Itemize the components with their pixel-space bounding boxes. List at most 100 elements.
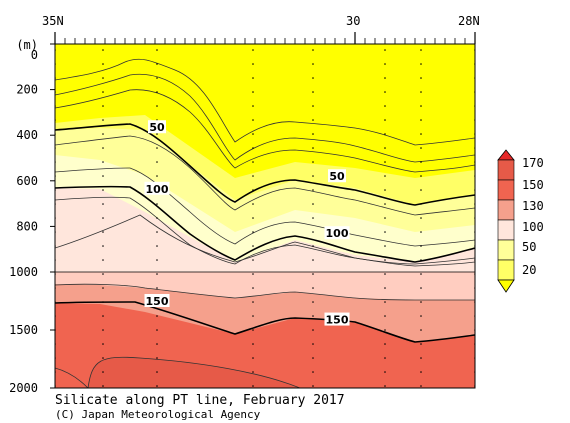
station-dot	[102, 231, 104, 233]
station-dot	[252, 343, 254, 345]
station-dot	[420, 133, 422, 135]
station-dot	[102, 343, 104, 345]
station-dot	[156, 203, 158, 205]
station-dot	[384, 161, 386, 163]
y-axis-labels: (m) 0 200 400 600 800 1000 1500 2000	[9, 38, 38, 395]
colorbar-label: 150	[522, 178, 544, 192]
contour-label: 50	[328, 169, 346, 183]
station-dot	[384, 189, 386, 191]
station-dot	[102, 287, 104, 289]
station-dot	[156, 259, 158, 261]
station-dot	[420, 49, 422, 51]
station-dot	[156, 63, 158, 65]
station-dot	[102, 315, 104, 317]
contour-label-text: 50	[329, 170, 345, 183]
station-dot	[420, 329, 422, 331]
station-dot	[102, 217, 104, 219]
station-dot	[384, 315, 386, 317]
station-dot	[156, 231, 158, 233]
station-dot	[420, 273, 422, 275]
contour-fill	[55, 44, 475, 388]
station-dot	[156, 371, 158, 373]
station-dot	[252, 161, 254, 163]
station-dot	[420, 161, 422, 163]
station-dot	[252, 217, 254, 219]
station-dot	[420, 301, 422, 303]
station-dot	[312, 343, 314, 345]
station-dot	[102, 357, 104, 359]
station-dot	[384, 301, 386, 303]
station-dot	[102, 161, 104, 163]
station-dot	[156, 343, 158, 345]
station-dot	[384, 259, 386, 261]
station-dot	[384, 357, 386, 359]
station-dot	[312, 63, 314, 65]
station-dot	[420, 119, 422, 121]
colorbar-cell	[497, 259, 515, 281]
station-dot	[102, 147, 104, 149]
colorbar-label: 100	[522, 220, 544, 234]
y-axis-ticks	[50, 43, 55, 389]
contour-label-text: 50	[149, 121, 165, 134]
station-dot	[384, 231, 386, 233]
colorbar-label: 130	[522, 199, 544, 213]
contour-label-bg	[324, 226, 350, 240]
station-dot	[252, 175, 254, 177]
station-dot	[420, 259, 422, 261]
thick-contours	[55, 123, 475, 343]
y-tick-label: 1000	[9, 265, 38, 279]
station-dot	[312, 161, 314, 163]
station-dot	[252, 49, 254, 51]
station-dot	[156, 147, 158, 149]
station-dot	[312, 245, 314, 247]
x-tick-label: 35N	[42, 14, 64, 28]
colorbar-cell	[497, 179, 515, 201]
station-dot	[252, 147, 254, 149]
station-dot	[102, 301, 104, 303]
station-dot	[252, 105, 254, 107]
station-dot	[384, 119, 386, 121]
station-dot	[312, 357, 314, 359]
contour-label-bg	[324, 312, 350, 326]
colorbar	[497, 149, 515, 293]
station-dot	[252, 91, 254, 93]
contour-label: 100	[144, 181, 170, 196]
colorbar-cell	[497, 199, 515, 221]
station-dot	[156, 273, 158, 275]
station-dot	[312, 371, 314, 373]
colorbar-cell	[497, 239, 515, 261]
station-dot	[252, 203, 254, 205]
station-dot	[384, 371, 386, 373]
station-dot	[156, 49, 158, 51]
station-dot	[156, 175, 158, 177]
contour-label-bg	[144, 294, 170, 307]
band-150-plus	[88, 357, 300, 388]
station-dot	[420, 77, 422, 79]
station-dot	[420, 91, 422, 93]
station-dot	[156, 329, 158, 331]
station-dot	[252, 133, 254, 135]
station-dot	[420, 315, 422, 317]
station-dot	[420, 245, 422, 247]
station-dot	[156, 385, 158, 387]
station-dot	[252, 357, 254, 359]
colorbar-bottom-arrow	[497, 279, 515, 293]
colorbar-label: 50	[522, 240, 536, 254]
contour-label-bg	[144, 181, 170, 195]
station-dot	[252, 231, 254, 233]
station-dot	[312, 119, 314, 121]
station-dot	[102, 119, 104, 121]
contour-label-text: 100	[326, 227, 349, 240]
station-dot	[156, 357, 158, 359]
station-dot	[252, 63, 254, 65]
station-dot	[102, 245, 104, 247]
contour-label: 150	[324, 312, 350, 327]
station-dot	[384, 245, 386, 247]
station-dot	[312, 203, 314, 205]
station-dot	[252, 259, 254, 261]
station-dot	[252, 287, 254, 289]
chart-credit: (C) Japan Meteorological Agency	[55, 408, 261, 421]
station-dot	[252, 119, 254, 121]
station-dot	[312, 189, 314, 191]
station-dot	[252, 301, 254, 303]
